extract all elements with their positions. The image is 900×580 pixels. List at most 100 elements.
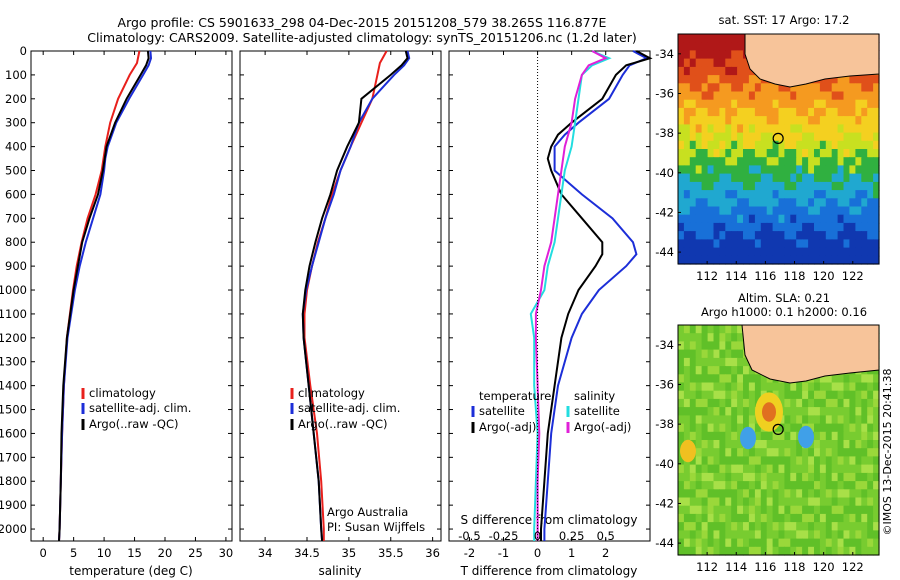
map-cell <box>737 50 744 60</box>
map-cell <box>825 423 833 433</box>
map-cell <box>731 472 738 482</box>
map-cell <box>778 83 785 93</box>
map-cell <box>743 107 750 117</box>
map-cell <box>689 165 697 175</box>
map-cell <box>678 407 685 416</box>
map-cell <box>855 522 862 531</box>
map-cell <box>760 538 768 548</box>
map-cell <box>855 464 862 474</box>
map-cell <box>772 448 780 457</box>
map-cell <box>713 181 720 191</box>
map-cell <box>748 374 756 384</box>
map-cell <box>772 530 780 540</box>
map-cell <box>683 255 691 265</box>
x-tick-label: 20 <box>158 546 173 560</box>
map-cell <box>713 247 720 257</box>
map-cell <box>861 472 868 482</box>
map-cell <box>754 83 762 93</box>
map-cell <box>683 231 691 240</box>
map-cell <box>707 464 715 474</box>
map-cell <box>760 190 768 199</box>
map-cell <box>695 522 703 531</box>
map-cell <box>678 247 685 257</box>
map-cell <box>867 107 874 117</box>
map-cell <box>873 231 880 240</box>
map-cell <box>855 75 862 84</box>
map-cell <box>719 165 726 175</box>
map-cell <box>678 231 685 240</box>
map-cell <box>695 58 703 68</box>
map-cell <box>796 124 803 134</box>
map-cell <box>725 530 732 540</box>
map-cell <box>819 456 827 466</box>
map-cell <box>689 415 697 425</box>
map-cell <box>678 66 685 76</box>
map-cell <box>790 530 797 540</box>
map-cell <box>725 522 732 531</box>
map-cell <box>678 42 685 51</box>
map-cell <box>713 132 720 142</box>
series-line-argo-raw-qc- <box>301 50 409 542</box>
map-cell <box>778 546 785 556</box>
map-cell <box>855 83 862 93</box>
map-cell <box>831 239 839 249</box>
map-cell <box>772 132 780 142</box>
map-cell <box>760 214 768 224</box>
map-cell <box>819 190 827 199</box>
map-cell <box>748 382 756 392</box>
map-cell <box>849 407 856 416</box>
map-cell <box>737 99 744 109</box>
map-cell <box>819 464 827 474</box>
map-cell <box>743 255 750 265</box>
map-cell <box>784 214 791 224</box>
map-cell <box>748 99 756 109</box>
map-cell <box>713 357 720 367</box>
map-cell <box>689 423 697 433</box>
map-cell <box>695 497 703 507</box>
map-cell <box>683 481 691 490</box>
map-cell <box>713 415 720 425</box>
map-cell <box>855 497 862 507</box>
map-cell <box>719 513 726 523</box>
map-cell <box>814 214 821 224</box>
map-cell <box>760 464 768 474</box>
map-cell <box>754 107 762 117</box>
map-cell <box>867 464 874 474</box>
map-cell <box>861 157 868 166</box>
map-cell <box>855 214 862 224</box>
map-cell <box>861 132 868 142</box>
map-cell <box>867 522 874 531</box>
map-cell <box>743 546 750 556</box>
map-cell <box>825 181 833 191</box>
map-cell <box>689 325 697 334</box>
map-cell <box>748 165 756 175</box>
map-cell <box>695 489 703 499</box>
map-cell <box>695 239 703 249</box>
map-cell <box>802 231 809 240</box>
map-cell <box>731 140 738 150</box>
map-cell <box>695 472 703 482</box>
map-cell <box>861 239 868 249</box>
map-cell <box>867 255 874 265</box>
map-cell <box>855 239 862 249</box>
map-cell <box>796 481 803 490</box>
map-cell <box>819 513 827 523</box>
map-cell <box>719 124 726 134</box>
map-cell <box>719 538 726 548</box>
map-cell <box>819 472 827 482</box>
map-cell <box>808 140 815 150</box>
map-cell <box>843 522 850 531</box>
map-cell <box>784 247 791 257</box>
map-cell <box>743 448 750 457</box>
map-cell <box>743 132 750 142</box>
map-cell <box>790 124 797 134</box>
map-cell <box>713 431 720 441</box>
map-cell <box>701 198 709 208</box>
map-cell <box>737 42 744 51</box>
map-cell <box>831 247 839 257</box>
map-cell <box>843 231 850 240</box>
map-cell <box>814 157 821 166</box>
map-cell <box>825 497 833 507</box>
map-cell <box>867 456 874 466</box>
depth-tick-label: 1200 <box>0 331 27 345</box>
